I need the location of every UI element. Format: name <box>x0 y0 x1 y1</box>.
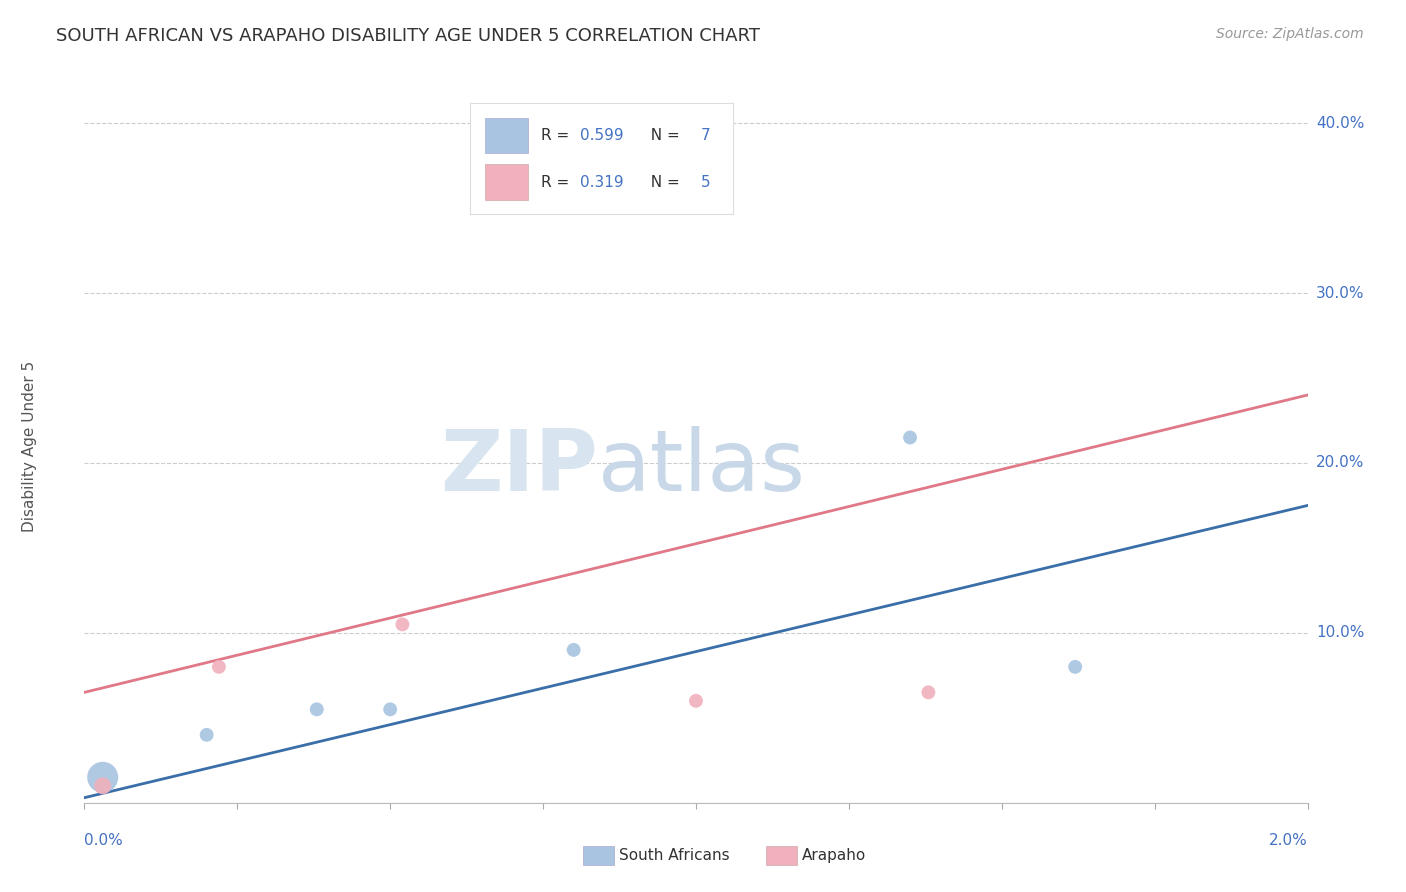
Text: 40.0%: 40.0% <box>1316 116 1364 131</box>
Text: SOUTH AFRICAN VS ARAPAHO DISABILITY AGE UNDER 5 CORRELATION CHART: SOUTH AFRICAN VS ARAPAHO DISABILITY AGE … <box>56 27 761 45</box>
Text: 30.0%: 30.0% <box>1316 285 1364 301</box>
Point <box>562 643 585 657</box>
Point <box>391 617 413 632</box>
Point <box>917 685 939 699</box>
Text: 10.0%: 10.0% <box>1316 625 1364 640</box>
Text: Disability Age Under 5: Disability Age Under 5 <box>22 360 37 532</box>
Text: 0.0%: 0.0% <box>84 833 124 848</box>
Text: ZIP: ZIP <box>440 425 598 509</box>
Point <box>208 660 231 674</box>
Text: Source: ZipAtlas.com: Source: ZipAtlas.com <box>1216 27 1364 41</box>
Point <box>685 694 707 708</box>
Point <box>91 779 114 793</box>
Point <box>305 702 328 716</box>
Text: South Africans: South Africans <box>619 848 730 863</box>
Text: atlas: atlas <box>598 425 806 509</box>
Point <box>195 728 218 742</box>
Text: 2.0%: 2.0% <box>1268 833 1308 848</box>
Point <box>1064 660 1087 674</box>
Text: 20.0%: 20.0% <box>1316 456 1364 470</box>
Text: Arapaho: Arapaho <box>801 848 866 863</box>
Point <box>91 770 114 784</box>
Point <box>380 702 402 716</box>
Point <box>898 430 921 444</box>
